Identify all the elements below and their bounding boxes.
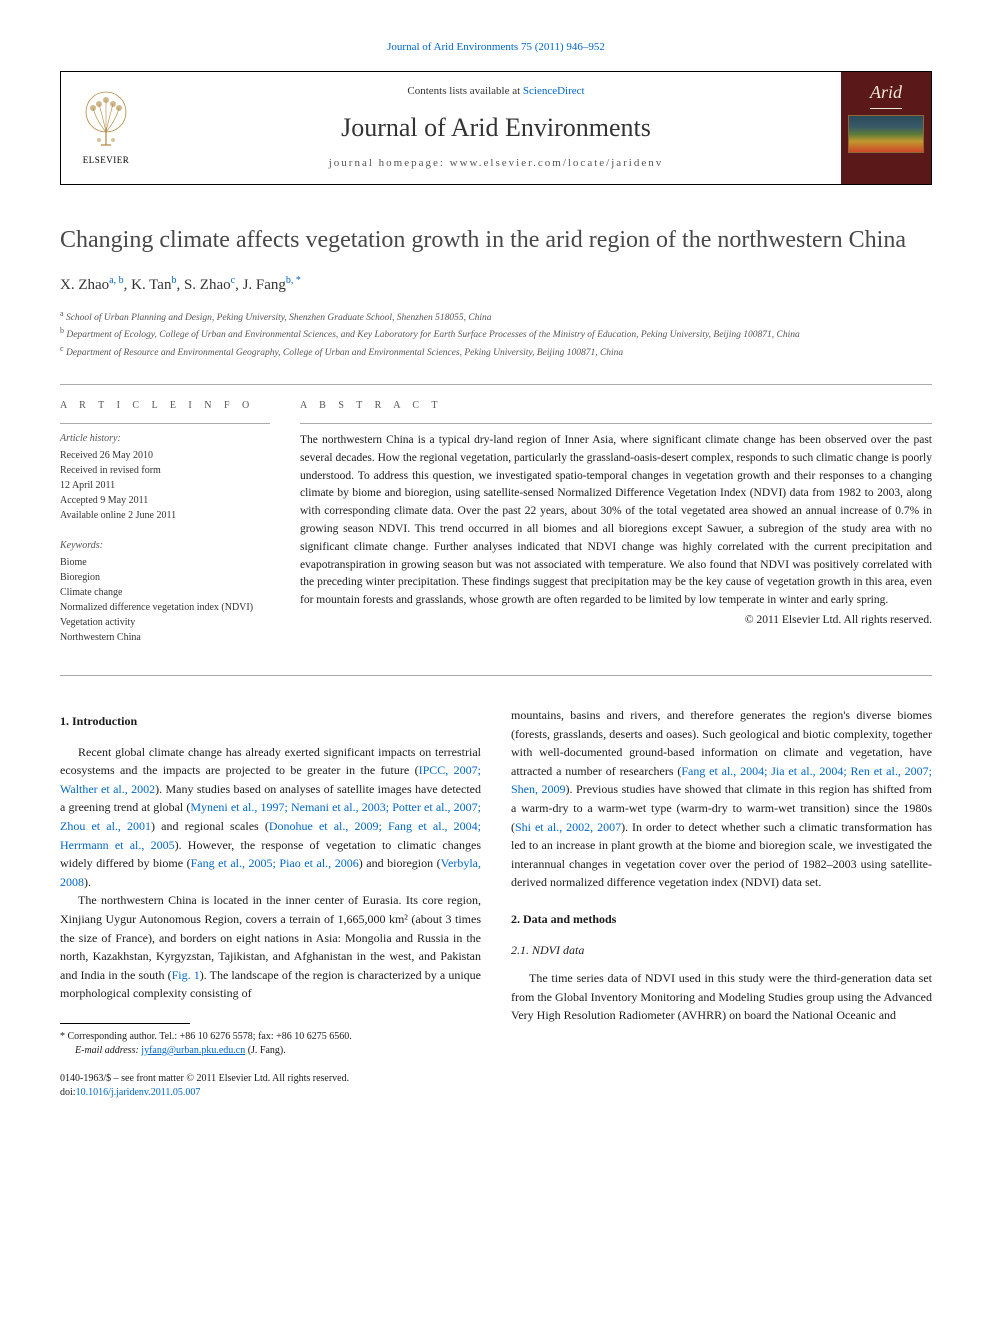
keyword: Northwestern China xyxy=(60,630,270,645)
affiliation-a: a School of Urban Planning and Design, P… xyxy=(60,308,932,325)
keyword: Normalized difference vegetation index (… xyxy=(60,600,270,615)
journal-header-box: ELSEVIER Contents lists available at Sci… xyxy=(60,71,932,184)
history-line: 12 April 2011 xyxy=(60,478,270,493)
history-line: Received in revised form xyxy=(60,463,270,478)
journal-reference: Journal of Arid Environments 75 (2011) 9… xyxy=(60,40,932,55)
affiliation-c: c Department of Resource and Environment… xyxy=(60,343,932,360)
contents-line: Contents lists available at ScienceDirec… xyxy=(161,84,831,99)
author-3: S. Zhaoc xyxy=(184,277,235,293)
affiliation-b: b Department of Ecology, College of Urba… xyxy=(60,325,932,342)
email-suffix: (J. Fang). xyxy=(245,1045,286,1056)
subsection-heading-ndvi: 2.1. NDVI data xyxy=(511,941,932,960)
body-paragraph: mountains, basins and rivers, and theref… xyxy=(511,706,932,892)
abstract-panel: A B S T R A C T The northwestern China i… xyxy=(300,399,932,645)
keyword: Climate change xyxy=(60,585,270,600)
abstract-divider xyxy=(300,423,932,424)
article-info-panel: A R T I C L E I N F O Article history: R… xyxy=(60,399,270,645)
doi-prefix: doi: xyxy=(60,1087,76,1098)
citation-link[interactable]: Shi et al., 2002, 2007 xyxy=(515,820,621,834)
author-1: X. Zhaoa, b xyxy=(60,277,124,293)
divider xyxy=(60,384,932,385)
section-heading-methods: 2. Data and methods xyxy=(511,910,932,929)
sciencedirect-link[interactable]: ScienceDirect xyxy=(523,85,585,97)
body-column-left: 1. Introduction Recent global climate ch… xyxy=(60,706,481,1100)
front-matter-line: 0140-1963/$ – see front matter © 2011 El… xyxy=(60,1072,481,1086)
author-2: K. Tanb xyxy=(131,277,176,293)
footnote-rule xyxy=(60,1023,190,1024)
corr-email-link[interactable]: jyfang@urban.pku.edu.cn xyxy=(141,1045,245,1056)
body-paragraph: Recent global climate change has already… xyxy=(60,743,481,892)
article-title: Changing climate affects vegetation grow… xyxy=(60,225,932,256)
body-column-right: mountains, basins and rivers, and theref… xyxy=(511,706,932,1100)
journal-title: Journal of Arid Environments xyxy=(161,110,831,146)
publisher-logo: ELSEVIER xyxy=(61,72,151,183)
corr-contact: * Corresponding author. Tel.: +86 10 627… xyxy=(60,1030,460,1044)
body-paragraph: The time series data of NDVI used in thi… xyxy=(511,969,932,1025)
citation-link[interactable]: Fang et al., 2005; Piao et al., 2006 xyxy=(191,856,359,870)
publisher-name: ELSEVIER xyxy=(83,154,130,167)
journal-homepage: journal homepage: www.elsevier.com/locat… xyxy=(161,156,831,171)
keyword: Bioregion xyxy=(60,570,270,585)
body-paragraph: The northwestern China is located in the… xyxy=(60,891,481,1003)
corresponding-author-footnote: * Corresponding author. Tel.: +86 10 627… xyxy=(60,1030,460,1058)
abstract-heading: A B S T R A C T xyxy=(300,399,932,413)
figure-link[interactable]: Fig. 1 xyxy=(172,968,200,982)
contents-prefix: Contents lists available at xyxy=(407,85,522,97)
copyright-line: © 2011 Elsevier Ltd. All rights reserved… xyxy=(300,612,932,628)
body-columns: 1. Introduction Recent global climate ch… xyxy=(60,706,932,1100)
keyword: Vegetation activity xyxy=(60,615,270,630)
history-label: Article history: xyxy=(60,432,270,446)
email-label: E-mail address: xyxy=(75,1045,141,1056)
elsevier-tree-icon xyxy=(81,90,131,150)
doi-link[interactable]: 10.1016/j.jaridenv.2011.05.007 xyxy=(76,1087,201,1098)
article-info-heading: A R T I C L E I N F O xyxy=(60,399,270,413)
history-line: Accepted 9 May 2011 xyxy=(60,493,270,508)
authors-line: X. Zhaoa, b, K. Tanb, S. Zhaoc, J. Fangb… xyxy=(60,274,932,296)
footer-meta: 0140-1963/$ – see front matter © 2011 El… xyxy=(60,1072,481,1100)
keywords-label: Keywords: xyxy=(60,539,270,553)
keyword: Biome xyxy=(60,555,270,570)
section-heading-introduction: 1. Introduction xyxy=(60,712,481,731)
cover-map-graphic xyxy=(848,115,924,153)
author-4: J. Fangb, * xyxy=(243,277,301,293)
history-line: Available online 2 June 2011 xyxy=(60,508,270,523)
journal-cover-thumbnail: Arid xyxy=(841,72,931,183)
cover-title: Arid xyxy=(870,80,902,108)
header-center: Contents lists available at ScienceDirec… xyxy=(151,72,841,183)
history-line: Received 26 May 2010 xyxy=(60,448,270,463)
affiliations: a School of Urban Planning and Design, P… xyxy=(60,308,932,360)
info-divider xyxy=(60,423,270,424)
divider xyxy=(60,675,932,676)
abstract-text: The northwestern China is a typical dry-… xyxy=(300,432,932,610)
